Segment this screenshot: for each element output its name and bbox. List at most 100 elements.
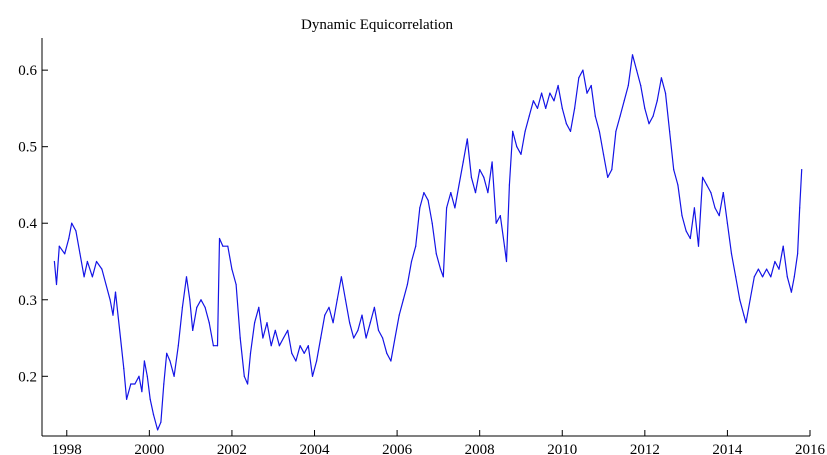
data-point — [336, 299, 338, 301]
data-point — [726, 222, 729, 224]
data-point — [578, 77, 580, 79]
data-point — [774, 260, 776, 263]
data-point — [528, 115, 530, 117]
data-point — [377, 329, 380, 331]
data-point — [105, 283, 107, 286]
data-point — [328, 306, 330, 308]
data-point — [427, 199, 429, 201]
data-point — [169, 360, 171, 362]
data-point — [138, 375, 140, 377]
x-tick-label: 2002 — [217, 442, 247, 455]
data-point — [590, 84, 592, 87]
data-point — [439, 268, 442, 270]
data-point — [143, 360, 145, 362]
data-point — [470, 176, 472, 178]
series-group — [53, 54, 803, 431]
data-point — [681, 215, 683, 217]
data-point — [53, 260, 56, 263]
data-point — [398, 314, 400, 316]
x-tick-label: 2008 — [465, 442, 495, 455]
data-point — [390, 360, 392, 362]
data-point — [505, 260, 508, 263]
data-point — [761, 276, 764, 278]
data-point — [357, 329, 359, 331]
data-point — [673, 169, 675, 171]
x-tick-label: 2004 — [300, 442, 331, 455]
data-point — [332, 322, 334, 324]
data-point — [627, 84, 629, 87]
data-point — [141, 391, 143, 393]
data-point — [95, 260, 98, 263]
data-point — [619, 115, 621, 117]
data-point — [793, 276, 795, 278]
data-point — [373, 306, 375, 308]
data-point — [79, 253, 81, 255]
data-point — [258, 306, 260, 308]
data-point — [134, 383, 136, 385]
data-point — [282, 337, 285, 339]
data-point — [353, 337, 355, 339]
data-point — [569, 130, 572, 132]
data-point — [181, 306, 183, 308]
data-point — [146, 375, 148, 377]
data-point — [423, 192, 425, 194]
data-point — [656, 100, 658, 102]
data-point — [669, 130, 671, 132]
data-point — [454, 207, 456, 209]
data-point — [745, 322, 747, 324]
x-tick-label: 1998 — [52, 442, 82, 455]
data-point — [431, 222, 433, 224]
data-point — [71, 222, 73, 224]
data-point — [735, 276, 737, 278]
data-point — [152, 414, 155, 416]
data-point — [648, 123, 650, 125]
data-point — [693, 207, 696, 209]
y-tick-label: 0.5 — [18, 140, 37, 156]
data-point — [753, 276, 755, 278]
data-point — [582, 69, 584, 71]
data-point — [602, 153, 605, 155]
data-point — [189, 299, 191, 301]
data-point — [718, 215, 720, 217]
data-point — [644, 107, 646, 109]
data-point — [406, 283, 408, 286]
data-point — [565, 123, 568, 125]
data-point — [123, 368, 125, 370]
data-point — [685, 230, 687, 232]
data-point — [126, 398, 128, 400]
data-point — [446, 207, 448, 209]
data-point — [196, 306, 198, 308]
data-point — [524, 130, 526, 132]
data-point — [101, 268, 103, 270]
data-point — [64, 253, 66, 255]
data-point — [200, 299, 202, 301]
data-point — [479, 169, 481, 171]
series-line — [53, 54, 803, 431]
data-point — [458, 184, 460, 186]
data-point — [706, 184, 708, 186]
data-point — [664, 92, 667, 94]
data-point — [553, 100, 555, 102]
data-point — [435, 253, 437, 255]
data-point — [231, 268, 233, 270]
data-point — [722, 192, 724, 194]
x-axis-ticks: 1998 2000 2002 2004 2006 2008 2010 2012 2014 2016 — [52, 430, 826, 455]
data-point — [714, 207, 716, 209]
data-point — [541, 92, 543, 94]
data-point — [536, 107, 539, 109]
y-tick-label: 0.2 — [18, 369, 37, 385]
data-point — [730, 253, 733, 255]
data-point — [278, 345, 280, 347]
data-point — [702, 176, 704, 178]
data-point — [235, 283, 237, 286]
x-tick-label: 2016 — [795, 442, 826, 455]
data-point — [786, 276, 788, 278]
data-point — [386, 352, 388, 354]
data-point — [208, 322, 210, 324]
data-point — [474, 192, 477, 194]
data-point — [532, 100, 535, 102]
data-point — [112, 314, 114, 316]
data-point — [361, 314, 363, 316]
y-tick-label: 0.6 — [18, 63, 37, 79]
data-point — [239, 337, 241, 339]
